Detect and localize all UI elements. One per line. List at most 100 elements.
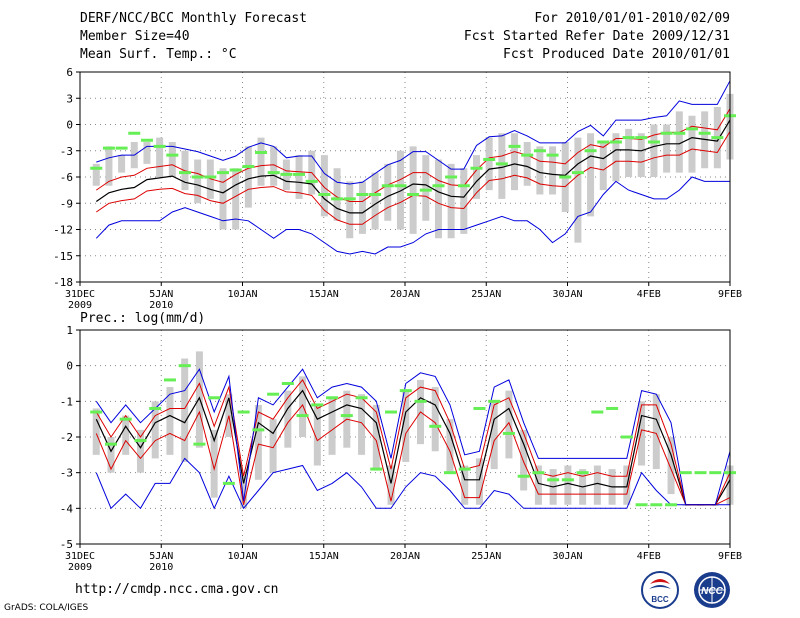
observed-marker (606, 406, 619, 410)
spread-box (593, 465, 601, 505)
observed-marker (178, 364, 191, 368)
x-tick-label: 31DEC (65, 289, 95, 300)
spread-box (675, 111, 683, 173)
observed-marker (394, 184, 407, 188)
observed-marker (458, 467, 471, 471)
logos: BCC NCC (641, 571, 730, 609)
spread-box (505, 390, 513, 459)
spread-box (244, 146, 252, 208)
spread-box (118, 155, 126, 173)
observed-marker (532, 471, 545, 475)
x-tick-label: 2010 (149, 562, 173, 573)
observed-marker (685, 127, 698, 131)
observed-marker (153, 144, 166, 148)
spread-box (447, 163, 455, 239)
y-tick-label: 3 (66, 92, 73, 105)
observed-marker (90, 410, 103, 414)
y-tick-label: 0 (66, 119, 73, 132)
ncc-logo: NCC (694, 572, 730, 608)
member-size: Member Size=40 (80, 29, 190, 44)
observed-marker (326, 396, 339, 400)
spread-box (612, 133, 620, 182)
observed-marker (679, 471, 692, 475)
x-tick-label: 2009 (68, 562, 92, 573)
spread-box (194, 159, 202, 204)
spread-box (434, 159, 442, 239)
spread-box (536, 146, 544, 195)
spread-box (143, 142, 151, 164)
observed-marker (698, 131, 711, 135)
observed-marker (635, 503, 648, 507)
spread-box (599, 142, 607, 191)
spread-box (534, 465, 542, 505)
spread-box (284, 390, 292, 448)
spread-box (422, 155, 430, 221)
y-tick-label: -9 (60, 197, 73, 210)
observed-marker (355, 396, 368, 400)
observed-marker (399, 389, 412, 393)
fcst-started-date: Fcst Started Refer Date 2009/12/31 (463, 29, 730, 44)
observed-marker (470, 166, 483, 170)
observed-marker (343, 197, 356, 201)
spread-box (219, 168, 227, 230)
ncc-logo-text: NCC (701, 586, 723, 597)
observed-marker (483, 158, 496, 161)
spread-box (387, 465, 395, 505)
observed-marker (521, 153, 534, 157)
observed-marker (369, 193, 382, 196)
observed-marker (252, 428, 265, 432)
spread-box (446, 419, 454, 473)
x-tick-label: 2009 (68, 300, 92, 311)
x-tick-label: 31DEC (65, 551, 95, 562)
observed-marker (193, 442, 206, 446)
y-tick-label: -6 (60, 171, 73, 184)
spread-box (92, 408, 100, 455)
observed-marker (208, 396, 221, 400)
spread-box (358, 181, 366, 234)
observed-marker (673, 131, 686, 135)
observed-marker (204, 175, 217, 179)
spread-box (299, 376, 307, 437)
observed-marker (546, 153, 559, 157)
observed-marker (356, 193, 369, 196)
y-tick-label: -15 (53, 250, 73, 263)
spread-box (396, 150, 404, 230)
max-line (95, 368, 731, 506)
x-tick-label: 15JAN (309, 289, 339, 300)
observed-marker (104, 442, 117, 446)
observed-marker (517, 474, 530, 478)
observed-marker (709, 471, 722, 475)
spread-box (637, 133, 645, 177)
spread-box (295, 155, 303, 199)
spread-box (461, 465, 469, 505)
observed-marker (559, 175, 572, 179)
observed-marker (419, 188, 432, 192)
spread-box (166, 387, 174, 455)
upper-line (95, 378, 731, 506)
y-tick-label: -3 (60, 145, 73, 158)
observed-marker (178, 171, 191, 175)
observed-marker (660, 131, 673, 135)
spread-box (181, 358, 189, 462)
observed-marker (222, 481, 235, 485)
spread-box (333, 168, 341, 221)
spread-box (346, 181, 354, 239)
spread-box (270, 146, 278, 186)
observed-marker (414, 399, 427, 403)
observed-marker (242, 165, 255, 168)
x-tick-label: 5JAN (149, 551, 173, 562)
x-tick-label: 9FEB (718, 551, 742, 562)
observed-marker (561, 478, 574, 482)
spread-box (564, 465, 572, 505)
y-tick-label: 0 (66, 360, 73, 373)
website-url[interactable]: http://cmdp.ncc.cma.gov.cn (75, 582, 279, 597)
observed-marker (370, 467, 383, 471)
spread-box (652, 394, 660, 470)
spread-box (688, 115, 696, 173)
observed-marker (407, 193, 420, 196)
observed-marker (647, 140, 660, 144)
observed-marker (620, 435, 633, 439)
observed-marker (622, 136, 635, 140)
